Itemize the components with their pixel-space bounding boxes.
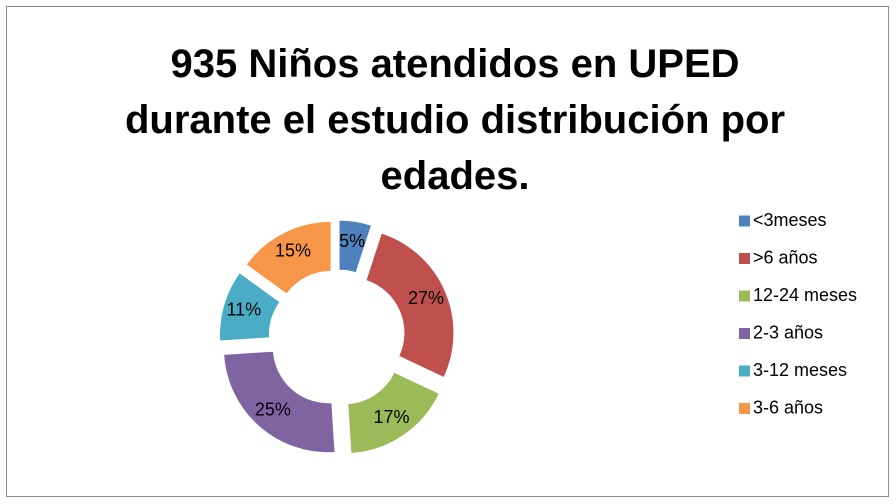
legend-swatch: [739, 290, 750, 302]
legend-label: 2-3 años: [753, 322, 823, 342]
legend-swatch: [739, 215, 750, 227]
donut-segment: [245, 220, 332, 295]
legend-label: 3-6 años: [753, 397, 823, 417]
legend-label: 3-12 meses: [753, 360, 847, 380]
chart-title: 935 Niños atendidos en UPED durante el e…: [124, 42, 786, 198]
donut-segment: [338, 219, 373, 274]
donut-segment: [347, 371, 440, 455]
data-label: 17%: [374, 407, 410, 427]
chart-frame: [6, 6, 889, 497]
legend-label: 12-24 meses: [753, 285, 857, 305]
data-label: 27%: [408, 288, 444, 308]
legend-swatch: [739, 328, 750, 339]
data-label: 11%: [226, 300, 261, 320]
legend-label: <3meses: [753, 210, 827, 230]
data-label: 15%: [275, 240, 311, 260]
legend-swatch: [739, 403, 750, 414]
legend-label: >6 años: [753, 247, 818, 267]
legend-swatch: [739, 365, 750, 377]
data-label: 25%: [255, 400, 291, 420]
donut-segment: [219, 271, 281, 342]
legend-swatch: [739, 253, 750, 264]
data-label: 5%: [339, 231, 365, 251]
donut-segment: [223, 350, 336, 454]
donut-segment: [365, 232, 455, 379]
